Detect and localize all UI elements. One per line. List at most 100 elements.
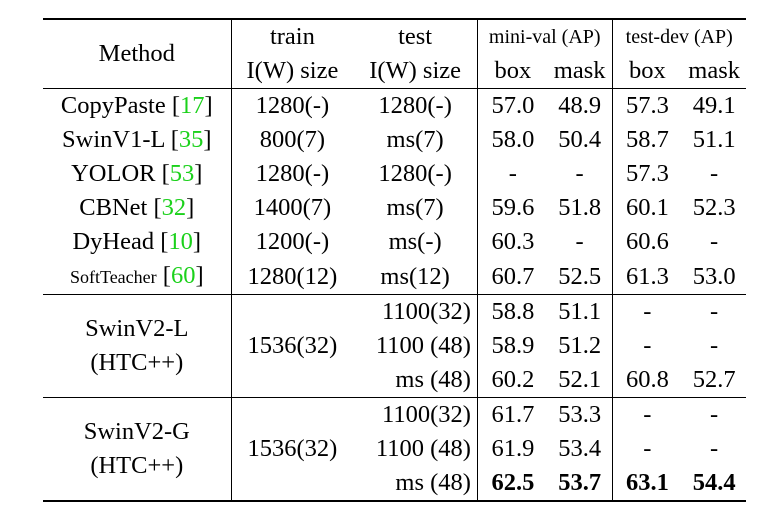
testdev-mask: 54.4 [682, 466, 746, 502]
header-testdev: test-dev (AP) [612, 18, 746, 54]
minival-mask: 52.1 [547, 363, 613, 398]
model-variant: (HTC++) [90, 452, 184, 479]
train-size: 1280(12) [247, 262, 338, 290]
minival-mask: 52.5 [547, 259, 613, 295]
testdev-box: 57.3 [612, 88, 683, 123]
minival-box: 61.9 [491, 435, 535, 462]
header-method: Method [43, 18, 232, 89]
minival-box: 57.0 [477, 88, 548, 123]
citation-link[interactable]: 10 [168, 228, 193, 255]
minival-box: 62.5 [477, 466, 548, 502]
train-size: 1280(-) [255, 160, 330, 187]
citation-link[interactable]: 32 [161, 194, 187, 221]
minival-mask: 53.3 [547, 397, 613, 432]
minival-box: 58.8 [477, 294, 548, 329]
train-size: 1536(32) [231, 294, 354, 398]
train-size: 800(7) [259, 126, 326, 153]
header-minival: mini-val (AP) [477, 18, 613, 54]
minival-mask: 48.9 [547, 88, 613, 123]
testdev-mask: - [710, 228, 719, 255]
testdev-box: 60.1 [625, 194, 669, 221]
header-train-sub: I(W) size [246, 57, 339, 84]
method-cell: YOLOR [53] [43, 157, 232, 191]
test-size: 1280(-) [353, 157, 478, 191]
testdev-box: - [612, 294, 683, 329]
method-cell: DyHead [10] [43, 225, 232, 259]
minival-mask: 51.1 [547, 294, 613, 329]
table-row: CopyPaste [17] 1280(-) 1280(-) 57.0 48.9… [43, 88, 746, 123]
table-row: SwinV2-L (HTC++) 1536(32) 1100(32) 58.8 5… [43, 294, 746, 398]
test-size: 1100(32) [353, 397, 478, 432]
testdev-box: 61.3 [625, 262, 669, 290]
citation-link[interactable]: 53 [169, 160, 195, 187]
method-name: CopyPaste [60, 92, 166, 119]
model-name: SwinV2-L [85, 315, 189, 342]
minival-box: 59.6 [491, 194, 535, 221]
testdev-box: - [643, 435, 652, 462]
method-name: SwinV1-L [62, 126, 165, 153]
header-testdev-mask: mask [688, 57, 740, 84]
test-size: ms (48) [353, 363, 478, 398]
minival-mask: 50.4 [547, 123, 613, 157]
method-cell: CopyPaste [17] [43, 88, 232, 123]
method-cell: CBNet [32] [43, 191, 232, 225]
table-row: SwinV1-L [35] 800(7) ms(7) 58.0 50.4 58.… [43, 123, 746, 157]
minival-box: 58.0 [491, 126, 535, 153]
train-size: 1400(7) [253, 194, 332, 221]
testdev-mask: 52.7 [692, 366, 736, 393]
table-row: ms (48) 60.2 52.1 60.8 52.7 [43, 363, 746, 398]
minival-box: 60.3 [491, 228, 535, 255]
method-cell: SwinV1-L [35] [43, 123, 232, 157]
minival-mask: 51.2 [547, 329, 613, 363]
testdev-mask: - [710, 332, 719, 359]
testdev-box: 60.6 [625, 228, 669, 255]
testdev-box: - [612, 397, 683, 432]
testdev-box: 58.7 [625, 126, 669, 153]
method-name: CBNet [79, 194, 148, 221]
model-variant: (HTC++) [90, 349, 184, 376]
minival-box: 58.9 [491, 332, 535, 359]
minival-mask: - [547, 157, 613, 191]
test-size: 1100(32) [353, 294, 478, 329]
minival-mask: 53.4 [547, 432, 613, 466]
train-size: 1280(-) [231, 88, 354, 123]
table-row: SoftTeacher [60] 1280(12) ms(12) 60.7 52… [43, 259, 746, 295]
table-row: 1100 (48) 58.9 51.2 - - [43, 329, 746, 363]
minival-box: 60.7 [491, 262, 535, 290]
header-row-2: I(W) size I(W) size box mask box mask [43, 54, 746, 89]
header-minival-mask: mask [547, 54, 613, 89]
minival-mask: 51.8 [547, 191, 613, 225]
testdev-mask: 49.1 [682, 88, 746, 123]
minival-mask: - [547, 225, 613, 259]
train-size: 1536(32) [231, 397, 354, 502]
testdev-mask: - [710, 435, 719, 462]
testdev-mask: 52.3 [692, 194, 736, 221]
header-train: train [231, 18, 354, 54]
citation-link[interactable]: 17 [180, 92, 205, 119]
method-name: SoftTeacher [69, 267, 157, 287]
table-row: CBNet [32] 1400(7) ms(7) 59.6 51.8 60.1 … [43, 191, 746, 225]
testdev-mask: - [682, 294, 746, 329]
testdev-mask: - [710, 160, 719, 187]
citation-link[interactable]: 35 [178, 126, 204, 153]
testdev-box: 57.3 [625, 160, 669, 187]
table-row: DyHead [10] 1200(-) ms(-) 60.3 - 60.6 - [43, 225, 746, 259]
train-size: 1200(-) [255, 228, 330, 255]
minival-mask: 53.7 [547, 466, 613, 502]
test-size: ms(7) [353, 123, 478, 157]
testdev-box: - [643, 332, 652, 359]
header-testdev-box: box [629, 57, 666, 84]
testdev-box: 63.1 [612, 466, 683, 502]
testdev-mask: 53.0 [692, 262, 736, 290]
minival-box: - [508, 160, 517, 187]
results-table: Method train test mini-val (AP) test-dev… [43, 18, 746, 502]
model-name: SwinV2-G [83, 418, 190, 445]
test-size: ms(7) [353, 191, 478, 225]
header-row-1: Method train test mini-val (AP) test-dev… [43, 18, 746, 89]
group-method-cell: SwinV2-G (HTC++) [43, 397, 232, 502]
testdev-mask: 51.1 [692, 126, 736, 153]
table-row: SwinV2-G (HTC++) 1536(32) 1100(32) 61.7 5… [43, 397, 746, 502]
citation-link[interactable]: 60 [170, 262, 196, 289]
minival-box: 60.2 [491, 366, 535, 393]
method-cell: SoftTeacher [60] [43, 259, 232, 295]
